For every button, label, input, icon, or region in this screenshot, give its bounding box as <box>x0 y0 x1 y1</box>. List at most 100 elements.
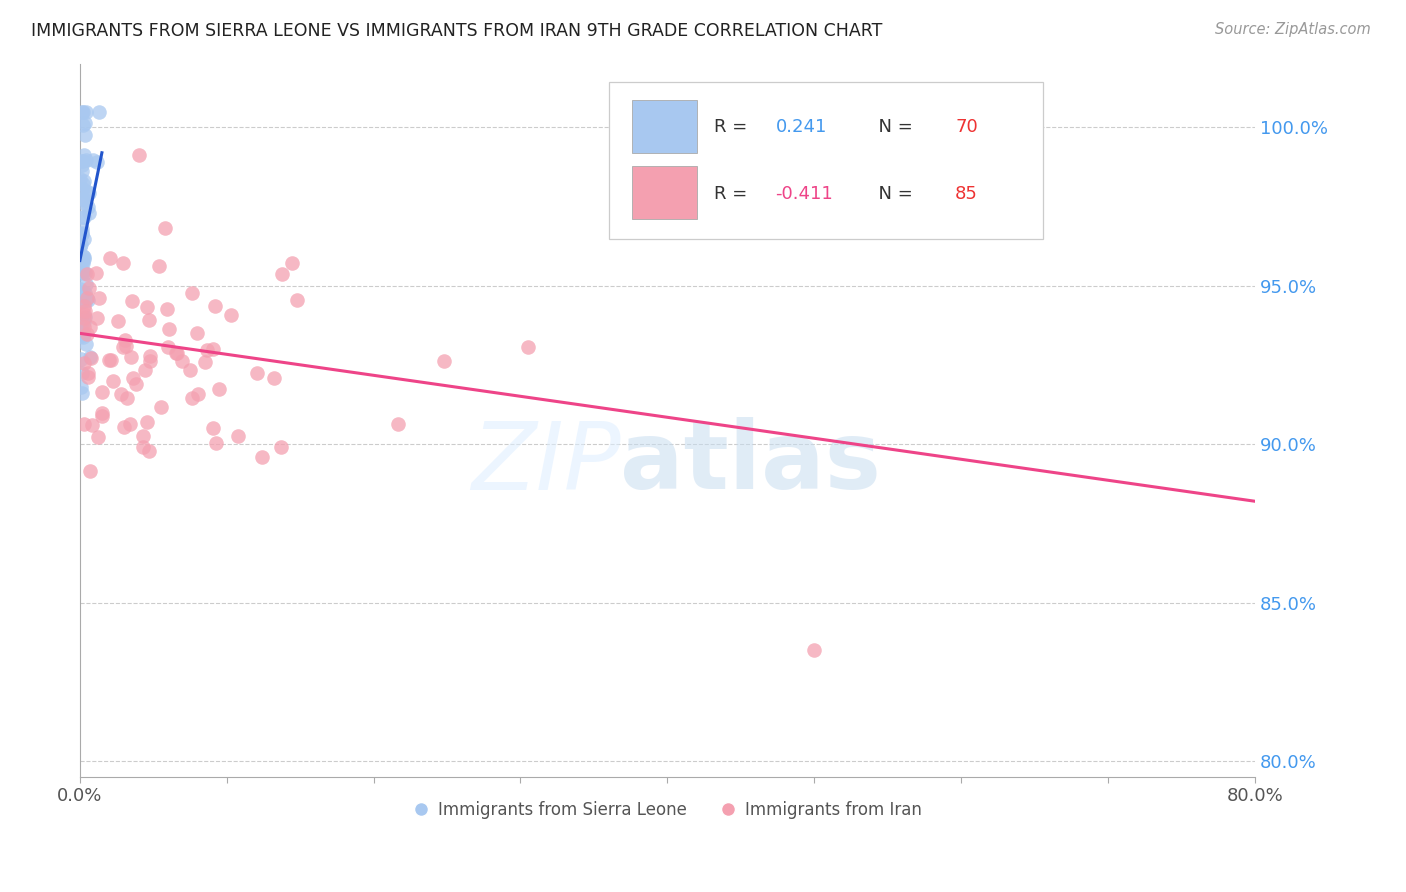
Point <box>82 153 104 168</box>
Point <box>75 153 97 168</box>
Point <box>79 464 101 478</box>
Point <box>73 252 96 266</box>
Point <box>101 374 124 388</box>
Point <box>70 227 93 241</box>
Point <box>125 377 148 392</box>
Point <box>228 429 250 443</box>
Point <box>77 293 100 307</box>
Point <box>250 450 273 464</box>
Point <box>79 320 101 334</box>
Point <box>70 380 93 394</box>
Text: IMMIGRANTS FROM SIERRA LEONE VS IMMIGRANTS FROM IRAN 9TH GRADE CORRELATION CHART: IMMIGRANTS FROM SIERRA LEONE VS IMMIGRAN… <box>31 22 883 40</box>
Point <box>70 104 93 119</box>
Point <box>263 370 285 384</box>
Point <box>80 417 103 432</box>
FancyBboxPatch shape <box>633 100 697 153</box>
Point <box>139 349 162 363</box>
Point <box>72 285 94 299</box>
Point <box>77 186 100 200</box>
Point <box>72 192 94 206</box>
Point <box>73 148 96 162</box>
Point <box>70 265 93 279</box>
Point <box>69 266 91 280</box>
Point <box>70 351 93 366</box>
Point <box>73 326 96 341</box>
Point <box>387 417 409 431</box>
Point <box>75 310 97 324</box>
Text: Source: ZipAtlas.com: Source: ZipAtlas.com <box>1215 22 1371 37</box>
Text: 0.241: 0.241 <box>776 118 827 136</box>
Point <box>75 337 97 351</box>
Point <box>194 355 217 369</box>
Point <box>73 356 96 370</box>
Point <box>72 256 94 270</box>
Point <box>285 293 308 307</box>
Point <box>72 210 94 224</box>
Point <box>112 255 135 269</box>
Text: -0.411: -0.411 <box>776 185 834 202</box>
Point <box>76 267 98 281</box>
Point <box>165 346 187 360</box>
Point <box>139 354 162 368</box>
Point <box>73 232 96 246</box>
Point <box>72 153 94 168</box>
Point <box>271 267 294 281</box>
Point <box>72 329 94 343</box>
Point <box>72 118 94 132</box>
Point <box>77 280 100 294</box>
Point <box>181 286 204 301</box>
Point <box>72 249 94 263</box>
Point <box>70 183 93 197</box>
Point <box>156 301 179 316</box>
Point <box>270 440 292 454</box>
Point <box>136 300 159 314</box>
Point <box>69 289 91 303</box>
Legend: Immigrants from Sierra Leone, Immigrants from Iran: Immigrants from Sierra Leone, Immigrants… <box>406 794 928 826</box>
Point <box>202 421 225 435</box>
Point <box>72 264 94 278</box>
Point <box>115 339 138 353</box>
Point <box>97 353 120 368</box>
Point <box>86 310 108 325</box>
Point <box>121 294 143 309</box>
Point <box>73 307 96 321</box>
Point <box>76 200 98 214</box>
Point <box>205 436 228 450</box>
Point <box>70 227 93 242</box>
Point <box>150 400 173 414</box>
Point <box>86 155 108 169</box>
Point <box>73 267 96 281</box>
Point <box>111 340 134 354</box>
Point <box>90 409 112 423</box>
Point <box>186 326 208 340</box>
Text: R =: R = <box>714 185 754 202</box>
Point <box>72 311 94 326</box>
Point <box>219 309 242 323</box>
Point <box>72 182 94 196</box>
Point <box>170 354 193 368</box>
Point <box>73 311 96 326</box>
Point <box>77 369 100 384</box>
Point <box>76 327 98 342</box>
Point <box>181 391 204 405</box>
Point <box>76 291 98 305</box>
Point <box>73 299 96 313</box>
Point <box>121 371 143 385</box>
Point <box>128 147 150 161</box>
Point <box>70 386 93 401</box>
Point <box>79 350 101 364</box>
Point <box>138 313 160 327</box>
Point <box>72 265 94 279</box>
Point <box>70 329 93 343</box>
Point <box>69 293 91 308</box>
Text: 85: 85 <box>955 185 979 202</box>
Text: 70: 70 <box>955 118 979 136</box>
Point <box>90 407 112 421</box>
Point <box>73 116 96 130</box>
Point <box>69 240 91 254</box>
Point <box>110 387 132 401</box>
Point <box>75 304 97 318</box>
Point <box>120 417 142 432</box>
Text: N =: N = <box>868 185 918 202</box>
Point <box>73 251 96 265</box>
